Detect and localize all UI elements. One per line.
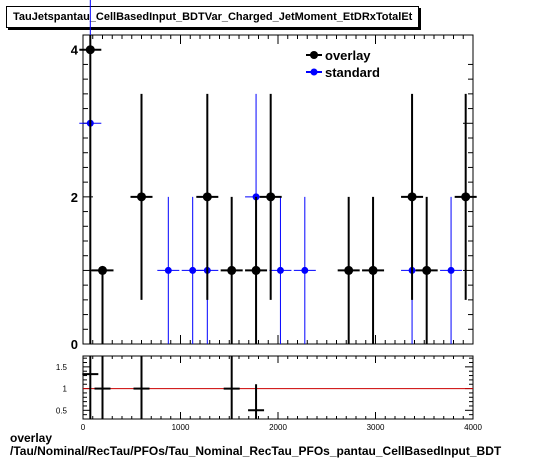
footer-line-2: /Tau/Nominal/RecTau/PFOs/Tau_Nominal_Rec… (10, 444, 502, 458)
standard-point (269, 196, 292, 344)
ratio-point (94, 356, 111, 419)
overlay-marker (407, 192, 417, 202)
legend-standard-marker (310, 68, 318, 76)
ratio-x-tick-label: 4000 (464, 423, 482, 432)
overlay-marker (461, 192, 471, 202)
overlay-point (415, 196, 438, 344)
ratio-point (82, 356, 99, 419)
overlay-point (337, 196, 360, 344)
ratio-x-tick-label: 2000 (269, 423, 287, 432)
overlay-marker (202, 192, 212, 202)
ratio-x-tick-label: 1000 (172, 423, 190, 432)
standard-marker (164, 266, 172, 274)
overlay-point (245, 196, 268, 344)
standard-point (293, 196, 316, 344)
standard-point (157, 196, 180, 344)
main-axis-ticks: 0 2 4 (71, 35, 474, 352)
overlay-point (79, 35, 102, 344)
ratio-x-tick-label: 3000 (367, 423, 385, 432)
ratio-point (223, 356, 240, 419)
overlay-point (454, 93, 477, 300)
ratio-y-tick-label: 1.5 (56, 363, 68, 372)
standard-point (440, 196, 463, 344)
ratio-x-tick-label: 0 (81, 423, 86, 432)
main-data-marks (79, 0, 477, 344)
overlay-point (259, 93, 282, 300)
ratio-axis-ticks: 0.5 1 1.5 0 1000 2000 3000 4000 (56, 356, 482, 432)
standard-marker (447, 266, 455, 274)
overlay-point (401, 93, 424, 300)
ratio-point (133, 356, 150, 419)
ratio-y-tick-label: 0.5 (56, 406, 68, 415)
overlay-marker (227, 265, 237, 275)
legend-overlay-label: overlay (325, 48, 371, 63)
overlay-point (220, 196, 243, 344)
overlay-point (91, 265, 114, 344)
main-y-tick-label: 2 (71, 190, 78, 205)
overlay-point (196, 93, 219, 300)
overlay-marker (344, 265, 354, 275)
standard-marker (189, 266, 197, 274)
overlay-marker (98, 265, 107, 275)
footer: overlay /Tau/Nominal/RecTau/PFOs/Tau_Nom… (10, 432, 501, 458)
legend-standard-label: standard (325, 65, 380, 80)
overlay-marker (85, 45, 95, 55)
standard-marker (276, 266, 284, 274)
overlay-point (362, 196, 385, 344)
legend-overlay-marker (310, 51, 318, 59)
chart-title: TauJetspantau_CellBasedInput_BDTVar_Char… (6, 6, 420, 28)
overlay-marker (137, 192, 146, 202)
main-y-tick-label: 4 (71, 43, 79, 58)
overlay-marker (251, 265, 261, 275)
ratio-y-tick-label: 1 (63, 385, 68, 394)
ratio-data-marks (82, 356, 265, 419)
standard-marker (301, 266, 309, 274)
overlay-marker (266, 192, 276, 202)
main-y-tick-label: 0 (71, 337, 78, 352)
overlay-marker (422, 265, 432, 275)
ratio-point (248, 384, 265, 419)
overlay-marker (368, 265, 378, 275)
legend: overlay standard (306, 48, 380, 80)
overlay-point (130, 93, 153, 300)
footer-line-1: overlay (10, 431, 53, 445)
